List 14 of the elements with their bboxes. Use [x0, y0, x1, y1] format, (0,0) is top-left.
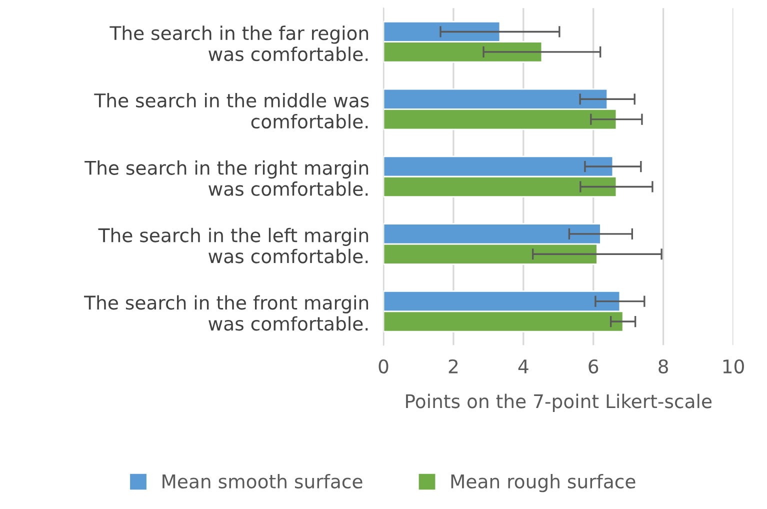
x-tick-label: 4: [518, 360, 528, 374]
y-tick-label: The search in the left margin was comfortable.: [98, 228, 368, 264]
y-tick-label: The search in the front margin was comfortable.: [84, 295, 368, 331]
x-tick-label: 0: [378, 359, 388, 374]
x-tick-label: 10: [723, 359, 744, 374]
y-tick-label: The search in the middle was comfortable.: [94, 93, 369, 129]
x-axis-title: Points on the 7-point Likert-scale: [406, 394, 712, 412]
legend-label: Mean smooth surface: [162, 474, 362, 488]
x-tick-label: 6: [588, 359, 598, 374]
x-tick-label: 2: [448, 359, 458, 374]
x-tick-label: 8: [658, 359, 668, 374]
y-tick-label: The search in the far region was comfortable.: [110, 26, 368, 62]
y-tick-label: The search in the right margin was comfortable.: [84, 160, 368, 196]
legend-label: Mean rough surface: [451, 474, 636, 492]
